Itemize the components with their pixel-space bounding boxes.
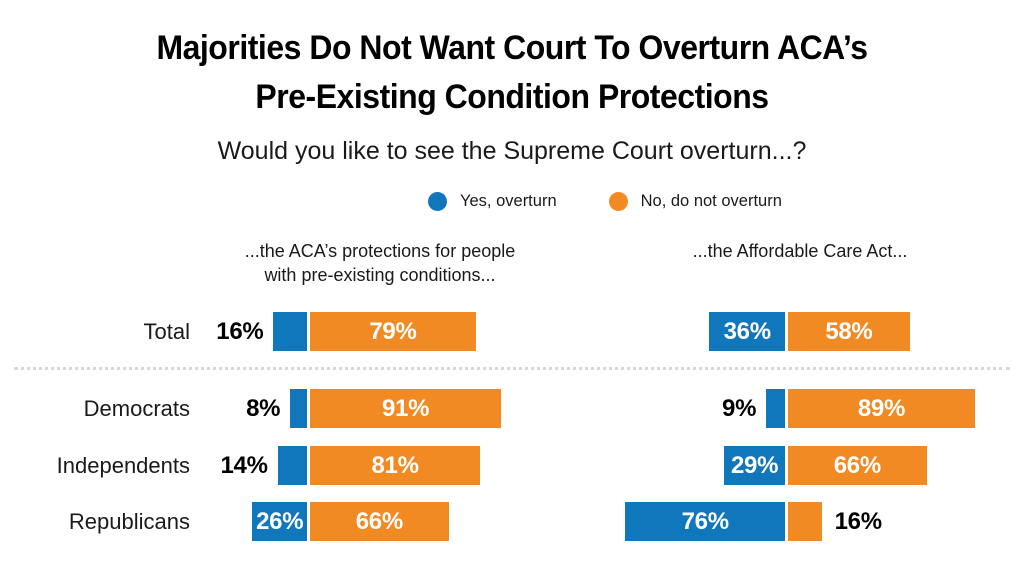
bar-segment-yes	[766, 389, 785, 428]
bar-segment-no: 91%	[310, 389, 502, 428]
row-label-republicans: Republicans	[68, 509, 190, 534]
bar-value-label-no: 16%	[834, 508, 882, 535]
legend: Yes, overturn No, do not overturn	[428, 192, 782, 211]
bar-value-label-no: 81%	[371, 452, 419, 479]
bar-segment-no: 66%	[788, 446, 927, 485]
panel-heading-right: ...the Affordable Care Act...	[600, 239, 1000, 263]
bar-segment-yes	[277, 446, 307, 485]
bar-segment-yes: 26%	[252, 502, 307, 541]
row-label-independents: Independents	[56, 453, 190, 478]
bar-segment-yes	[290, 389, 307, 428]
legend-label-no: No, do not overturn	[640, 192, 782, 210]
bar-value-label-yes: 26%	[256, 508, 304, 535]
bar-value-label-yes: 9%	[722, 395, 757, 422]
bar-segment-yes	[273, 312, 307, 351]
bar-segment-no: 58%	[788, 312, 910, 351]
bar-segment-yes: 76%	[625, 502, 785, 541]
bar-value-label-yes: 29%	[730, 452, 779, 479]
bar-value-label-no: 58%	[825, 318, 873, 345]
legend-dot-yes-icon	[428, 192, 447, 211]
bar-value-label-no: 66%	[833, 452, 881, 479]
bar-value-label-yes: 16%	[216, 318, 264, 345]
chart-subtitle: Would you like to see the Supreme Court …	[217, 137, 807, 165]
total-separator-line	[14, 367, 1010, 370]
legend-item-yes: Yes, overturn	[428, 192, 557, 211]
bar-value-label-no: 79%	[369, 318, 417, 345]
bar-value-label-yes: 36%	[723, 318, 771, 345]
legend-dot-no-icon	[608, 192, 628, 211]
chart-title-line2: Pre-Existing Condition Protections	[255, 78, 769, 116]
panel-heading-right-line1: ...the Affordable Care Act...	[692, 241, 908, 261]
panel-heading-left-line2: with pre-existing conditions...	[264, 265, 496, 285]
bar-value-label-yes: 76%	[681, 508, 729, 535]
bar-value-label-yes: 8%	[246, 395, 281, 422]
bar-value-label-no: 66%	[355, 508, 403, 535]
bar-value-label-no: 89%	[857, 395, 906, 422]
chart-title: Majorities Do Not Want Court To Overturn…	[31, 24, 994, 122]
legend-item-no: No, do not overturn	[608, 192, 782, 211]
bar-segment-yes: 29%	[724, 446, 785, 485]
bar-segment-no	[788, 502, 822, 541]
bar-segment-no: 79%	[310, 312, 476, 351]
bar-segment-no: 89%	[788, 389, 975, 428]
bar-value-label-no: 91%	[381, 395, 430, 422]
bar-segment-no: 66%	[310, 502, 449, 541]
panel-heading-left: ...the ACA’s protections for people with …	[180, 239, 580, 287]
bar-value-label-yes: 14%	[220, 452, 268, 479]
panel-heading-left-line1: ...the ACA’s protections for people	[244, 241, 516, 261]
bar-segment-yes: 36%	[709, 312, 785, 351]
chart-title-line1: Majorities Do Not Want Court To Overturn…	[156, 29, 868, 67]
legend-label-yes: Yes, overturn	[460, 192, 557, 210]
row-label-democrats: Democrats	[83, 396, 190, 421]
bar-segment-no: 81%	[310, 446, 481, 485]
row-label-total: Total	[143, 319, 190, 344]
